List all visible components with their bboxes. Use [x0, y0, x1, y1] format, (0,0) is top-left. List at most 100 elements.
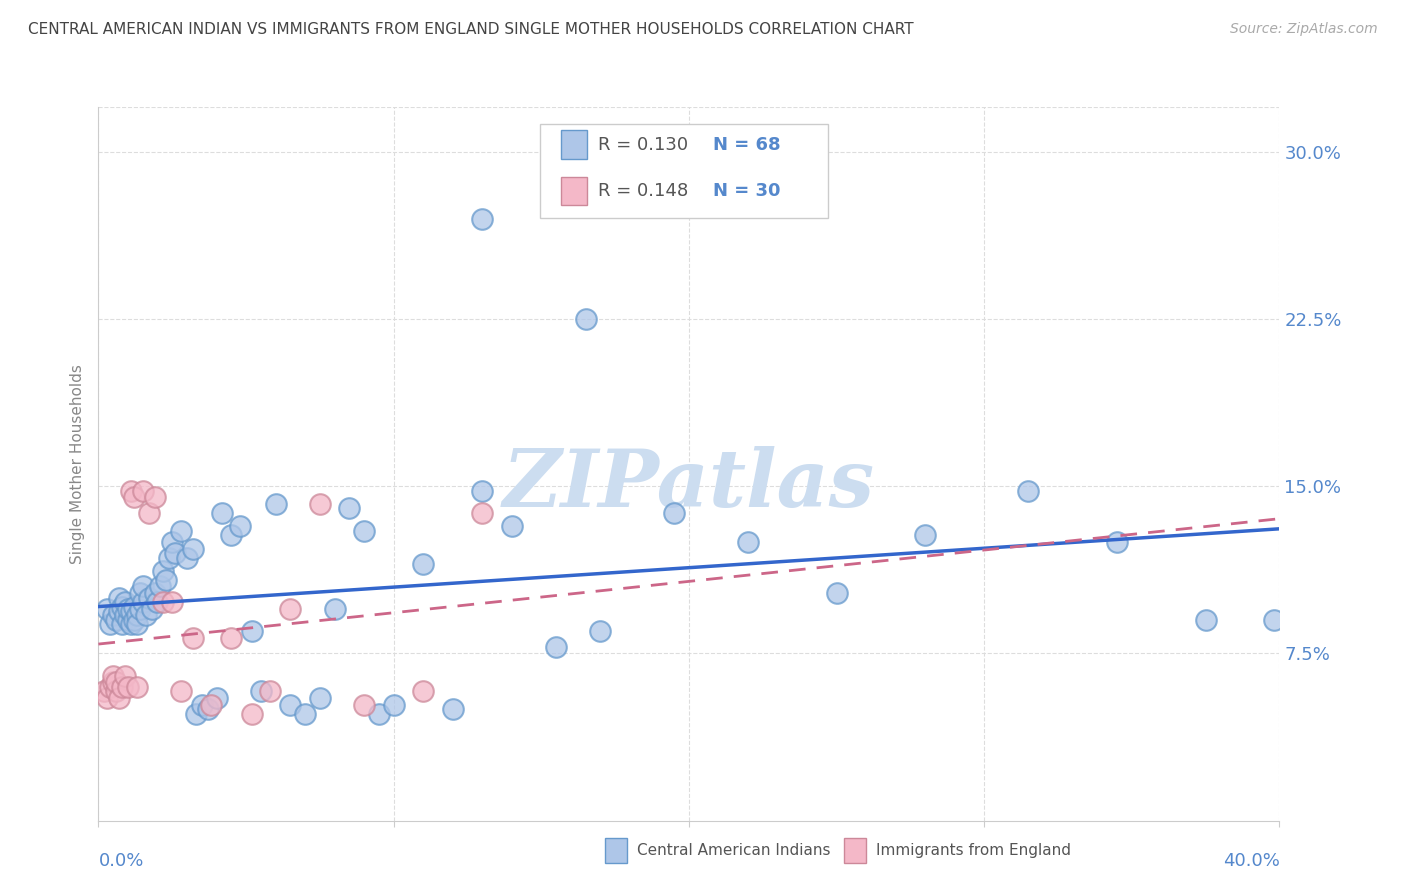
Point: [155, 573, 177, 587]
Point: [546, 640, 568, 654]
Text: Immigrants from England: Immigrants from England: [876, 844, 1071, 858]
Point: [122, 491, 145, 505]
Point: [589, 624, 612, 639]
Point: [125, 617, 148, 632]
Text: CENTRAL AMERICAN INDIAN VS IMMIGRANTS FROM ENGLAND SINGLE MOTHER HOUSEHOLDS CORR: CENTRAL AMERICAN INDIAN VS IMMIGRANTS FR…: [28, 22, 914, 37]
Point: [157, 550, 180, 565]
Text: R = 0.130: R = 0.130: [598, 136, 688, 153]
Point: [200, 698, 222, 712]
Point: [181, 541, 204, 556]
Point: [120, 617, 142, 632]
Text: R = 0.148: R = 0.148: [598, 182, 688, 200]
Point: [205, 690, 228, 705]
Point: [1263, 613, 1285, 627]
Text: N = 68: N = 68: [713, 136, 780, 153]
Point: [152, 595, 174, 609]
Point: [574, 312, 596, 326]
Text: Central American Indians: Central American Indians: [637, 844, 831, 858]
Point: [471, 506, 494, 520]
Point: [128, 602, 150, 616]
Point: [211, 506, 233, 520]
Point: [309, 690, 332, 705]
Point: [103, 669, 125, 683]
Point: [138, 591, 160, 605]
Point: [152, 564, 174, 578]
Point: [382, 698, 405, 712]
Point: [111, 617, 134, 632]
Point: [412, 557, 434, 572]
Point: [165, 546, 187, 560]
Point: [219, 631, 242, 645]
Point: [132, 580, 155, 594]
Point: [98, 680, 121, 694]
Point: [143, 491, 166, 505]
Point: [117, 613, 139, 627]
Point: [914, 528, 936, 542]
Point: [240, 706, 263, 721]
Point: [135, 608, 157, 623]
Text: 0.0%: 0.0%: [98, 852, 143, 870]
Point: [353, 524, 375, 538]
Point: [737, 534, 759, 549]
Point: [122, 599, 145, 614]
Point: [103, 608, 125, 623]
Point: [105, 684, 128, 698]
Point: [114, 595, 136, 609]
Text: Source: ZipAtlas.com: Source: ZipAtlas.com: [1230, 22, 1378, 37]
Point: [143, 586, 166, 600]
Point: [114, 669, 136, 683]
Point: [1017, 483, 1039, 498]
Point: [170, 684, 193, 698]
Point: [162, 534, 183, 549]
Point: [339, 501, 360, 516]
Point: [170, 524, 193, 538]
Point: [441, 702, 464, 716]
Y-axis label: Single Mother Households: Single Mother Households: [70, 364, 86, 564]
Point: [191, 698, 214, 712]
Point: [229, 519, 252, 533]
Point: [132, 595, 155, 609]
Point: [120, 604, 142, 618]
Point: [105, 675, 128, 690]
Point: [278, 698, 302, 712]
Point: [240, 624, 263, 639]
Point: [114, 608, 136, 623]
Point: [664, 506, 686, 520]
Point: [278, 602, 302, 616]
Point: [412, 684, 434, 698]
Point: [184, 706, 207, 721]
Point: [1105, 534, 1128, 549]
Point: [132, 483, 155, 498]
Point: [103, 675, 125, 690]
Point: [105, 613, 128, 627]
Point: [111, 680, 134, 694]
Point: [125, 680, 148, 694]
Point: [108, 604, 131, 618]
Point: [98, 617, 121, 632]
Point: [264, 497, 287, 511]
Point: [146, 595, 169, 609]
Point: [181, 631, 204, 645]
Point: [471, 483, 494, 498]
Point: [141, 602, 163, 616]
Point: [117, 680, 139, 694]
Point: [353, 698, 375, 712]
Point: [128, 586, 150, 600]
Point: [93, 684, 115, 698]
Point: [96, 602, 118, 616]
Point: [125, 608, 148, 623]
Point: [162, 595, 183, 609]
Point: [323, 602, 346, 616]
Point: [176, 550, 198, 565]
Point: [1195, 613, 1218, 627]
Point: [149, 580, 172, 594]
Point: [825, 586, 848, 600]
Point: [108, 690, 131, 705]
Point: [197, 702, 219, 716]
Point: [108, 591, 131, 605]
Point: [309, 497, 332, 511]
Point: [122, 613, 145, 627]
Text: ZIPatlas: ZIPatlas: [503, 447, 875, 524]
Point: [501, 519, 523, 533]
Text: N = 30: N = 30: [713, 182, 780, 200]
